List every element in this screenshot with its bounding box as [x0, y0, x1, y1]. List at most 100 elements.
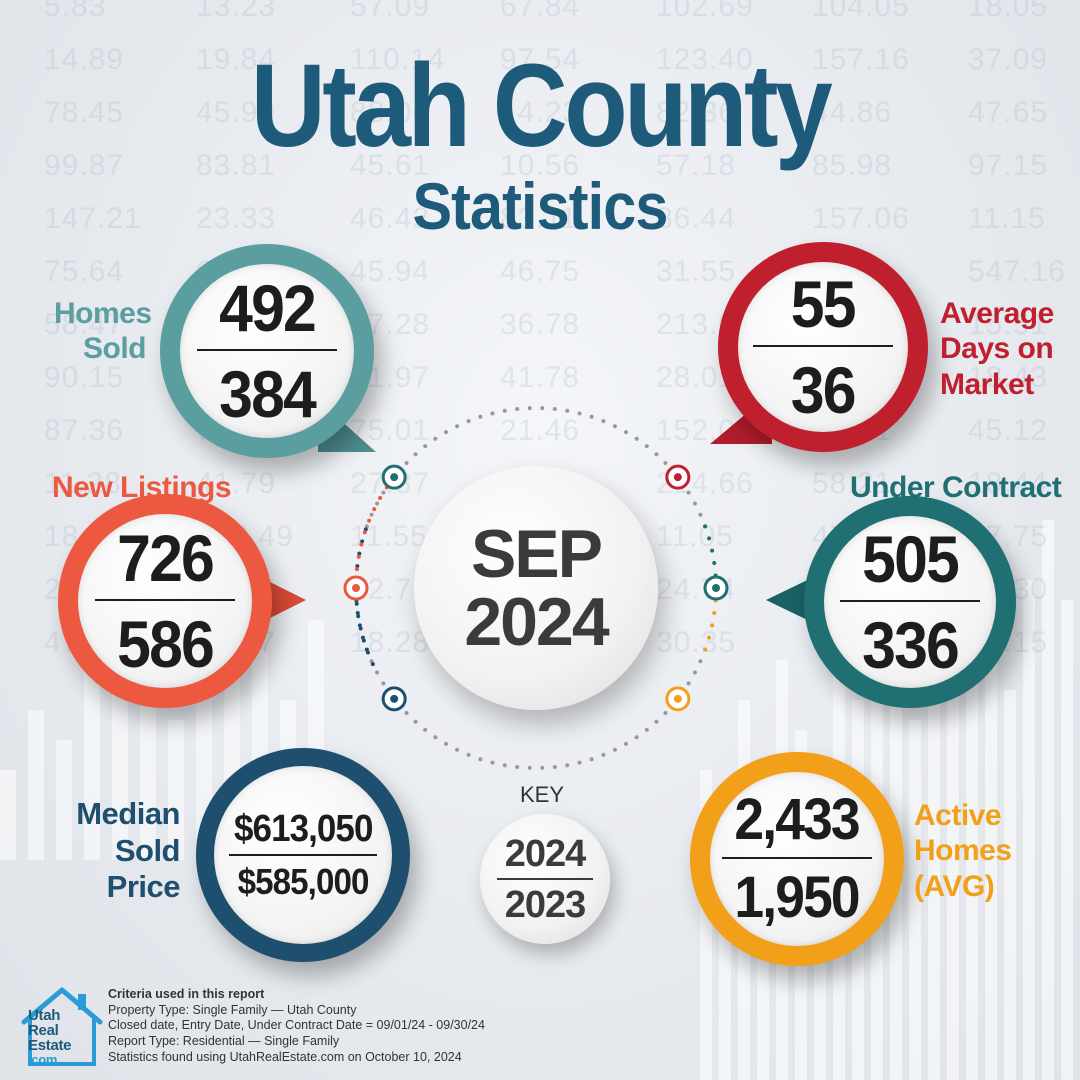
background-number: 86.44: [656, 202, 737, 235]
background-bar: [909, 720, 921, 1080]
background-number: 157.16: [812, 43, 910, 76]
background-number: 44.86: [812, 96, 893, 129]
background-number: 45.61: [350, 149, 431, 182]
criteria-notes: Criteria used in this report Property Ty…: [108, 987, 628, 1065]
background-number: 46.75: [500, 255, 581, 288]
background-bar: [947, 670, 959, 1080]
background-number: 547.16: [968, 255, 1066, 288]
background-number: 99.87: [44, 149, 125, 182]
background-bar: [1061, 600, 1073, 1080]
median-price-ring: $613,050 $585,000: [196, 748, 410, 962]
key-previous-year: 2023: [504, 883, 587, 926]
background-number: 58.21: [812, 467, 893, 500]
background-number: 11.05: [656, 520, 734, 553]
avg-days-current: 55: [791, 267, 857, 341]
criteria-title: Criteria used in this report: [108, 987, 265, 1001]
background-number: 27.87: [350, 467, 431, 500]
background-bar: [1004, 690, 1016, 1080]
homes-sold-ring: 492 384: [160, 244, 374, 458]
criteria-line: Report Type: Residential — Single Family: [108, 1033, 340, 1048]
background-number: 24.74: [656, 573, 737, 606]
background-number: 82.36: [656, 96, 737, 129]
divider: [497, 877, 593, 880]
background-bar: [985, 610, 997, 1080]
active-homes-previous: 1,950: [734, 865, 861, 930]
median-price-current: $613,050: [233, 808, 373, 850]
background-number: 110.14: [350, 43, 446, 76]
background-number: 14.23: [500, 96, 581, 129]
background-number: 85.98: [812, 149, 893, 182]
background-number: 87.36: [44, 414, 125, 447]
new-listings-ring: 726 586: [58, 494, 272, 708]
background-number: 11.55: [350, 520, 428, 553]
background-number: 67.84: [500, 0, 581, 23]
report-year: 2024: [464, 584, 609, 660]
background-number: 214.66: [656, 467, 754, 500]
background-number: 41.78: [500, 361, 581, 394]
report-period-circle: SEP 2024: [414, 466, 658, 710]
criteria-line: Property Type: Single Family — Utah Coun…: [108, 1002, 357, 1017]
new-listings-previous: 586: [117, 607, 215, 681]
background-number: 30.35: [656, 626, 737, 659]
house-logo-icon: [21, 987, 103, 1066]
under-contract-current: 505: [862, 522, 960, 596]
background-number: 23.33: [196, 202, 277, 235]
background-bar: [168, 720, 184, 860]
background-number: 45.12: [968, 414, 1049, 447]
background-number: 21.46: [500, 414, 581, 447]
under-contract-label: Under Contract: [850, 471, 1062, 504]
background-number: 78.45: [44, 96, 125, 129]
background-number: 57.18: [656, 149, 737, 182]
background-number: 18.28: [350, 626, 431, 659]
background-bar: [928, 600, 940, 1080]
page-title: Utah County: [250, 40, 833, 172]
background-number: 41.79: [196, 467, 277, 500]
background-number: 15.51: [968, 308, 1049, 341]
avg-days-previous: 36: [791, 353, 857, 427]
background-number: 97.15: [968, 149, 1049, 182]
background-number: 45.90: [196, 96, 277, 129]
background-number: 11.15: [968, 202, 1046, 235]
divider: [722, 857, 872, 859]
background-number: 147.21: [44, 202, 142, 235]
homes-sold-current: 492: [219, 271, 317, 345]
active-homes-ring: 2,433 1,950: [690, 752, 904, 966]
report-month: SEP: [470, 516, 603, 592]
logo-wordmark: Utah Real Estate .com: [28, 1007, 72, 1067]
criteria-line: Closed date, Entry Date, Under Contract …: [108, 1018, 485, 1033]
under-contract-ring: 505 336: [804, 496, 1016, 708]
background-number: 104.05: [812, 0, 910, 23]
background-number: 37.09: [968, 43, 1049, 76]
background-number: 83.11: [500, 202, 578, 235]
background-number: 83.81: [196, 149, 277, 182]
background-number: 13.23: [196, 0, 277, 23]
new-listings-label: New Listings: [52, 471, 232, 504]
background-bar: [0, 770, 16, 860]
background-bar: [1042, 520, 1054, 1080]
background-bar: [1023, 580, 1035, 1080]
homes-sold-previous: 384: [219, 357, 317, 431]
background-number: 11.28: [44, 467, 122, 500]
background-number: 5.83: [44, 0, 107, 23]
background-number: 90.15: [44, 361, 125, 394]
avg-days-ring: 55 36: [718, 242, 928, 452]
avg-days-label: Average Days on Market: [940, 297, 1054, 401]
background-number: 157.06: [812, 202, 910, 235]
criteria-line: Statistics found using UtahRealEstate.co…: [108, 1049, 462, 1064]
page-subtitle: Statistics: [412, 169, 668, 243]
background-number: 47.65: [968, 96, 1049, 129]
background-number: 14.89: [44, 43, 125, 76]
background-number: 10.56: [500, 149, 581, 182]
background-number: 36.78: [500, 308, 581, 341]
background-number: 46.42: [350, 202, 431, 235]
background-bar: [112, 690, 128, 860]
median-price-label: Median Sold Price: [76, 796, 180, 905]
background-number: 18.44: [968, 467, 1049, 500]
key-label: KEY: [519, 782, 565, 807]
homes-sold-label: Homes Sold: [54, 297, 152, 366]
under-contract-previous: 336: [862, 608, 960, 682]
divider: [753, 345, 893, 347]
key-current-year: 2024: [504, 832, 587, 875]
background-bar: [28, 710, 44, 860]
divider: [197, 349, 337, 351]
